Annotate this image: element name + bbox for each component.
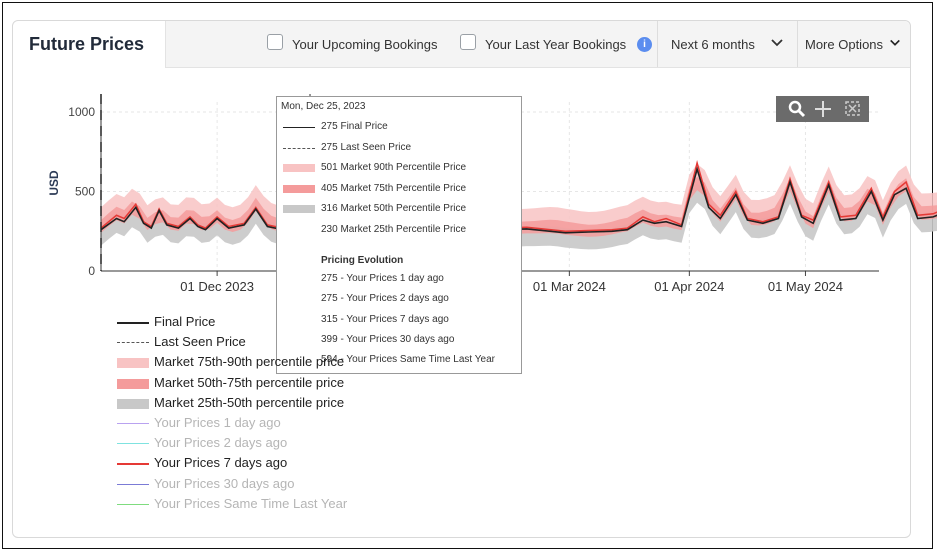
tooltip-evolution-row: 315 - Your Prices 7 days ago (321, 313, 449, 325)
x-tick-label: 01 Mar 2024 (533, 279, 606, 294)
legend-label: Last Seen Price (154, 334, 246, 350)
range-select[interactable]: Next 6 months (671, 37, 755, 52)
tooltip-swatch (283, 164, 315, 172)
tooltip-row-text: 405 Market 75th Percentile Price (321, 182, 467, 194)
x-tick-label: 01 Apr 2024 (654, 279, 724, 294)
tooltip-evolution-row: 275 - Your Prices 1 day ago (321, 273, 444, 284)
tooltip-swatch (283, 205, 315, 213)
tooltip-row-text: 230 Market 25th Percentile Price (321, 223, 467, 235)
tooltip-swatch (283, 147, 315, 149)
tooltip-swatch (283, 184, 315, 193)
info-icon[interactable]: i (637, 37, 652, 52)
legend-label: Your Prices 30 days ago (154, 475, 295, 491)
price-lines (100, 159, 937, 234)
upcoming-bookings-checkbox[interactable] (267, 34, 283, 50)
reset-zoom-icon[interactable] (840, 96, 866, 122)
legend-label: Final Price (154, 314, 216, 329)
last-year-bookings-checkbox[interactable] (460, 34, 476, 50)
upcoming-bookings-label[interactable]: Your Upcoming Bookings (292, 37, 438, 52)
y-tick-label: 0 (88, 264, 95, 278)
tooltip-row-text: 275 Last Seen Price (321, 141, 412, 153)
legend-swatch (117, 476, 149, 494)
legend-swatch (117, 334, 149, 352)
legend-label: Market 50th-75th percentile price (154, 374, 345, 390)
x-tick-label: 01 Dec 2023 (180, 279, 254, 294)
y-tick-label: 1000 (68, 105, 95, 119)
legend-swatch (117, 415, 149, 433)
legend-swatch (117, 354, 149, 372)
tooltip-swatch (283, 127, 315, 128)
y-axis-title: USD (47, 170, 61, 196)
more-options-button[interactable]: More Options (805, 37, 884, 52)
last-year-bookings-label[interactable]: Your Last Year Bookings (485, 37, 627, 52)
header-divider (657, 21, 658, 67)
page-title: Future Prices (29, 34, 145, 54)
zoom-icon[interactable] (784, 96, 810, 122)
legend-label: Market 25th-50th percentile price (154, 394, 345, 410)
pan-icon[interactable] (810, 96, 836, 122)
legend-label: Your Prices 1 day ago (154, 415, 281, 430)
tooltip-evolution-row: 275 - Your Prices 2 days ago (321, 293, 449, 305)
legend-swatch (117, 395, 149, 413)
legend-label: Your Prices Same Time Last Year (154, 495, 348, 511)
legend-swatch (117, 496, 149, 514)
legend-label: Your Prices 2 days ago (154, 435, 288, 451)
chevron-down-icon[interactable] (889, 38, 901, 48)
tooltip-row-text: 501 Market 90th Percentile Price (321, 162, 467, 173)
chart-toolbar (776, 96, 869, 122)
legend-label: Market 75th-90th percentile price (154, 354, 345, 370)
tooltip-evolution-row: 399 - Your Prices 30 days ago (321, 333, 455, 345)
tooltip-row-text: 275 Final Price (321, 121, 388, 132)
x-tick-label: 01 May 2024 (768, 279, 843, 294)
card-header: Future Prices Your Upcoming Bookings You… (13, 21, 910, 68)
header-divider (797, 21, 798, 67)
y-tick-label: 500 (75, 185, 95, 199)
legend-swatch (117, 314, 149, 332)
chevron-down-icon[interactable] (770, 38, 784, 48)
series-final-price-line (100, 166, 937, 234)
tooltip-row-text: 316 Market 50th Percentile Price (321, 203, 467, 214)
tooltip-section-title: Pricing Evolution (321, 255, 404, 266)
tooltip-evolution-row: 594 - Your Prices Same Time Last Year (321, 354, 495, 366)
legend-label: Your Prices 7 days ago (154, 455, 288, 471)
legend-swatch (117, 455, 149, 473)
title-tab: Future Prices (13, 21, 166, 68)
chart-tooltip: Mon, Dec 25, 2023 275 Final Price 275 Las… (276, 96, 522, 374)
tooltip-date: Mon, Dec 25, 2023 (281, 101, 366, 112)
legend-swatch (117, 435, 149, 453)
legend-swatch (117, 375, 149, 393)
